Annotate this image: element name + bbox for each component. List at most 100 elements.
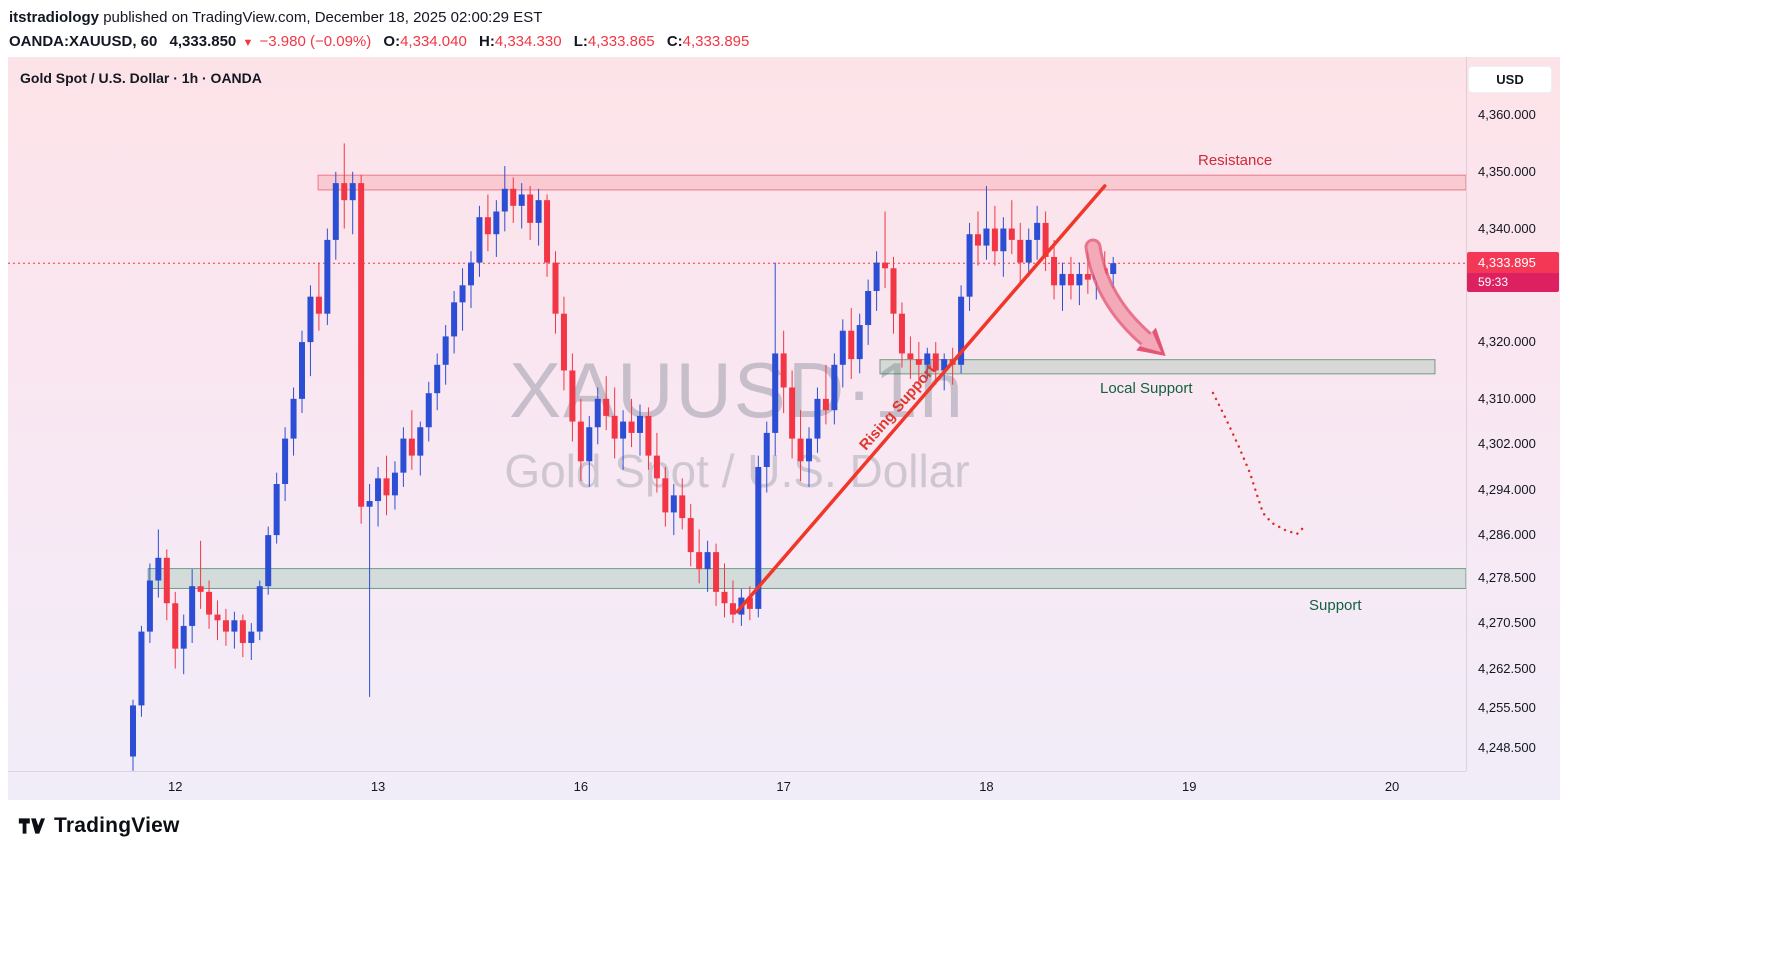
currency-usd-button[interactable]: USD bbox=[1468, 66, 1552, 93]
low-label: L: bbox=[573, 33, 588, 50]
candle bbox=[915, 359, 922, 365]
candle bbox=[510, 188, 517, 206]
candle bbox=[907, 353, 914, 360]
candle bbox=[1076, 273, 1083, 286]
candle bbox=[1008, 228, 1015, 240]
price-axis[interactable]: 4,360.000 4,350.000 4,340.000 4,320.000 4,31… bbox=[1466, 57, 1560, 771]
candle bbox=[1042, 222, 1049, 257]
candle bbox=[290, 398, 297, 439]
candle bbox=[577, 421, 584, 462]
footer: TradingView bbox=[18, 814, 1785, 842]
candle bbox=[417, 427, 424, 456]
candle bbox=[451, 302, 458, 337]
candle bbox=[594, 398, 601, 428]
time-tick-label: 17 bbox=[776, 779, 791, 794]
candle bbox=[349, 183, 356, 201]
time-tick-label: 13 bbox=[370, 779, 386, 794]
candle bbox=[1051, 256, 1058, 286]
candle bbox=[155, 557, 162, 581]
chart-canvas[interactable] bbox=[8, 57, 1466, 771]
candle bbox=[307, 296, 314, 343]
candle bbox=[814, 398, 821, 439]
candle bbox=[789, 387, 796, 439]
candle bbox=[856, 325, 863, 360]
chart-area[interactable]: XAUUSD·1h Gold Spot / U.S. Dollar Resist… bbox=[8, 57, 1560, 800]
candle bbox=[231, 620, 238, 632]
close-label: C: bbox=[666, 33, 683, 50]
candle bbox=[518, 194, 525, 206]
candle bbox=[898, 313, 905, 354]
tradingview-logo-icon bbox=[18, 818, 45, 834]
candle bbox=[586, 427, 593, 462]
candle bbox=[544, 200, 551, 263]
close-value: 4,333.895 bbox=[682, 33, 750, 50]
candle bbox=[366, 501, 373, 507]
price-tick-label: 4,294.000 bbox=[1478, 481, 1536, 497]
time-tick-label: 18 bbox=[979, 779, 994, 794]
time-tick-label: 20 bbox=[1384, 779, 1400, 794]
price-tick-label: 4,350.000 bbox=[1478, 163, 1536, 179]
candle bbox=[484, 217, 491, 235]
tradingview-logo[interactable]: TradingView bbox=[18, 814, 180, 838]
candle bbox=[256, 586, 263, 632]
candle bbox=[772, 353, 779, 433]
candle bbox=[687, 518, 694, 553]
price-tick-label: 4,302.000 bbox=[1478, 436, 1536, 452]
candle bbox=[180, 625, 187, 649]
candle bbox=[645, 415, 652, 456]
candle bbox=[332, 183, 339, 240]
candle bbox=[1084, 273, 1091, 280]
publish-header: itstradiology published on TradingView.c… bbox=[0, 0, 1785, 57]
candle bbox=[1017, 239, 1024, 263]
time-axis[interactable]: 12 13 16 17 18 19 20 bbox=[8, 771, 1466, 800]
candle bbox=[941, 359, 948, 371]
candle bbox=[848, 330, 855, 360]
high-value: 4,334.330 bbox=[494, 33, 562, 50]
bar-countdown: 59:33 bbox=[1467, 273, 1559, 293]
candle bbox=[890, 268, 897, 314]
candle bbox=[358, 183, 365, 507]
candle bbox=[299, 342, 305, 399]
candle bbox=[637, 415, 643, 433]
candle bbox=[138, 631, 145, 706]
price-tick-label: 4,310.000 bbox=[1478, 390, 1536, 406]
author-name: itstradiology bbox=[9, 9, 100, 26]
candle bbox=[983, 228, 990, 246]
candle bbox=[206, 591, 213, 615]
candle bbox=[611, 415, 618, 439]
page: itstradiology published on TradingView.c… bbox=[0, 0, 1785, 842]
symbol-ohlc-row: OANDA:XAUUSD, 60 4,333.850 ▼ −3.980 (−0.… bbox=[9, 29, 1785, 56]
projection-dotted-path bbox=[1211, 391, 1307, 536]
time-tick-label: 12 bbox=[168, 779, 183, 794]
candle bbox=[1000, 228, 1007, 252]
candle bbox=[408, 438, 415, 456]
price-tick-label: 4,286.000 bbox=[1478, 527, 1536, 543]
price-tick-label: 4,360.000 bbox=[1478, 107, 1536, 122]
last-price-value: 4,333.850 bbox=[169, 33, 237, 50]
candle bbox=[282, 438, 289, 485]
candle bbox=[975, 234, 981, 246]
zone-local-support bbox=[879, 359, 1436, 375]
price-tick-label: 4,262.500 bbox=[1478, 660, 1536, 676]
candle bbox=[315, 296, 322, 314]
candle bbox=[729, 603, 736, 615]
candle bbox=[662, 478, 669, 513]
symbol-name: OANDA:XAUUSD, 60 bbox=[9, 33, 158, 50]
candle bbox=[476, 217, 483, 263]
candle bbox=[1059, 273, 1066, 286]
candle bbox=[569, 370, 576, 422]
candle bbox=[958, 296, 965, 365]
candle bbox=[932, 353, 939, 371]
direction-down-icon: ▼ bbox=[242, 37, 254, 49]
candle bbox=[468, 262, 474, 286]
candle bbox=[1034, 222, 1041, 240]
high-label: H: bbox=[479, 33, 495, 50]
rising-support-trendline bbox=[735, 184, 1107, 614]
zone-support bbox=[147, 568, 1466, 589]
candle bbox=[189, 586, 196, 626]
candle bbox=[746, 597, 753, 609]
price-tick-label: 4,320.000 bbox=[1478, 334, 1536, 350]
candle bbox=[341, 183, 348, 201]
price-tick-label: 4,255.500 bbox=[1478, 700, 1536, 716]
price-tick-label: 4,340.000 bbox=[1478, 220, 1536, 236]
